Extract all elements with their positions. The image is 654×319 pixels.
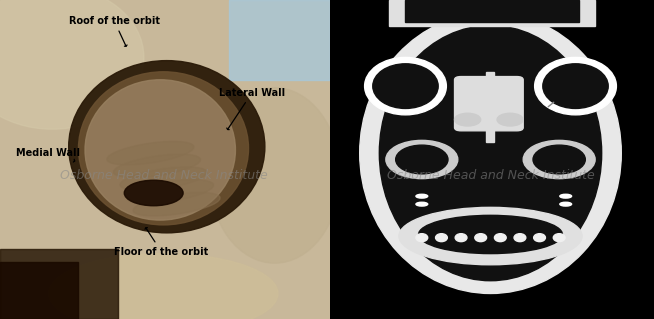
Ellipse shape <box>126 180 214 203</box>
Ellipse shape <box>560 202 572 206</box>
Ellipse shape <box>113 154 201 178</box>
Text: Medial Wall: Medial Wall <box>16 148 80 162</box>
Ellipse shape <box>514 234 526 242</box>
Bar <box>229 0 330 80</box>
Ellipse shape <box>416 234 428 242</box>
Ellipse shape <box>416 194 428 198</box>
Ellipse shape <box>560 194 572 198</box>
Ellipse shape <box>373 64 438 108</box>
Ellipse shape <box>553 234 565 242</box>
Bar <box>486 72 494 142</box>
Ellipse shape <box>360 13 621 293</box>
Ellipse shape <box>419 215 562 254</box>
FancyBboxPatch shape <box>455 77 523 131</box>
Ellipse shape <box>69 61 265 233</box>
Ellipse shape <box>416 202 428 206</box>
Text: Osborne Head and Neck Institute: Osborne Head and Neck Institute <box>60 169 267 182</box>
Bar <box>405 0 579 22</box>
Ellipse shape <box>533 145 585 174</box>
Ellipse shape <box>49 254 278 319</box>
Ellipse shape <box>78 72 249 225</box>
Ellipse shape <box>386 140 458 179</box>
Ellipse shape <box>120 167 207 190</box>
Ellipse shape <box>497 113 523 126</box>
Ellipse shape <box>133 192 220 216</box>
Ellipse shape <box>535 57 616 115</box>
Bar <box>389 0 595 26</box>
Ellipse shape <box>124 180 183 206</box>
Ellipse shape <box>209 88 340 263</box>
Ellipse shape <box>436 234 447 242</box>
Ellipse shape <box>107 141 194 165</box>
Text: Roof of the orbit: Roof of the orbit <box>69 16 160 46</box>
FancyArrowPatch shape <box>548 102 554 107</box>
Text: Osborne Head and Neck Institute: Osborne Head and Neck Institute <box>387 169 594 182</box>
Ellipse shape <box>399 207 582 265</box>
Text: Floor of the orbit: Floor of the orbit <box>114 228 209 257</box>
Ellipse shape <box>455 234 467 242</box>
Bar <box>0 249 118 319</box>
Ellipse shape <box>494 234 506 242</box>
Bar <box>0 262 78 319</box>
Bar <box>455 72 526 142</box>
Ellipse shape <box>475 234 487 242</box>
Ellipse shape <box>523 140 595 179</box>
Ellipse shape <box>0 0 144 129</box>
Ellipse shape <box>85 80 235 220</box>
Ellipse shape <box>455 113 481 126</box>
Ellipse shape <box>396 145 448 174</box>
Ellipse shape <box>543 64 608 108</box>
Ellipse shape <box>534 234 545 242</box>
Ellipse shape <box>365 57 446 115</box>
Ellipse shape <box>379 26 602 281</box>
Text: Lateral Wall: Lateral Wall <box>219 87 285 130</box>
